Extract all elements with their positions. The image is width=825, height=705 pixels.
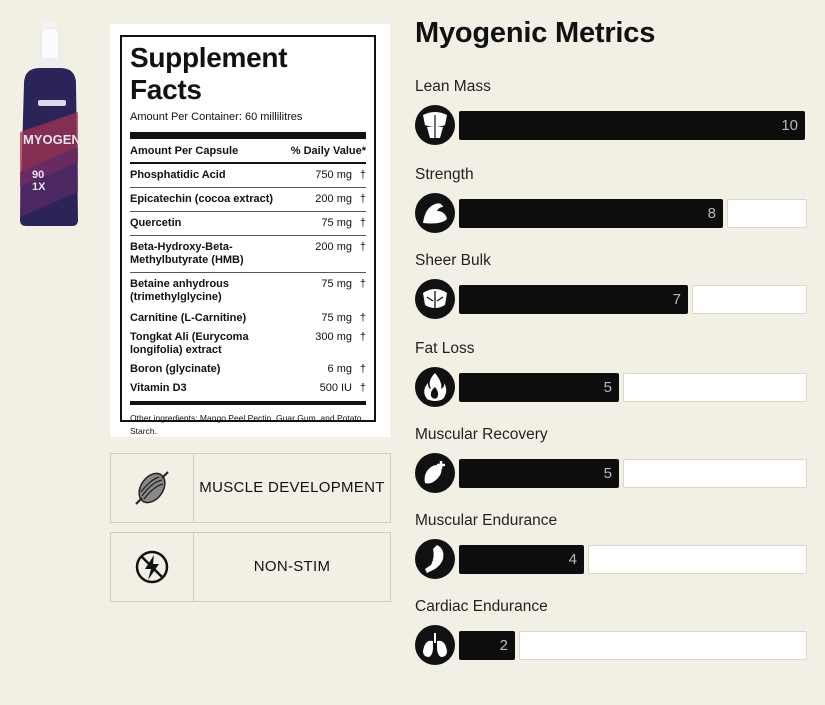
svg-text:1X: 1X (32, 181, 46, 193)
ingredient-dv: † (359, 217, 366, 229)
metric-bar-fill: 5 (459, 373, 619, 402)
ingredient-dv: † (359, 363, 366, 375)
metric-bar-empty (588, 545, 807, 574)
metric-label: Fat Loss (415, 340, 475, 357)
metric-bar-fill: 7 (459, 285, 688, 314)
lungs-icon (415, 625, 455, 665)
ingredient-amount: 300 mg (315, 331, 352, 343)
facts-row: Vitamin D3 500 IU † (130, 379, 366, 398)
metric-bar-empty (519, 631, 807, 660)
metric-bar-fill: 2 (459, 631, 515, 660)
metric-bar-empty (727, 199, 807, 228)
facts-col-right: % Daily Value* (290, 145, 366, 157)
no-stimulant-icon (135, 550, 169, 584)
facts-divider (130, 132, 366, 139)
facts-other-ingredients: Other ingredients: Mango Peel Pectin, Gu… (130, 413, 362, 436)
metric-label: Sheer Bulk (415, 252, 491, 269)
svg-text:90: 90 (32, 169, 44, 181)
supplement-facts-panel: Supplement Facts Amount Per Container: 6… (120, 35, 376, 436)
facts-row: Betaine anhydrous (trimethylglycine) 75 m… (130, 273, 366, 309)
metric-label: Strength (415, 166, 474, 183)
facts-row: Quercetin 75 mg † (130, 212, 366, 236)
metric-label: Lean Mass (415, 78, 491, 95)
ingredient-amount: 200 mg (315, 193, 352, 205)
ingredient-name: Epicatechin (cocoa extract) (130, 193, 274, 205)
ingredient-name: Vitamin D3 (130, 382, 187, 394)
supplement-facts-card: Supplement Facts Amount Per Container: 6… (110, 24, 390, 437)
facts-row: Epicatechin (cocoa extract) 200 mg † (130, 188, 366, 212)
ingredient-dv: † (359, 382, 366, 394)
metric-label: Cardiac Endurance (415, 598, 548, 615)
facts-header: Amount Per Capsule % Daily Value* (130, 139, 366, 164)
flame-icon (415, 367, 455, 407)
facts-row: Carnitine (L-Carnitine) 75 mg † (130, 309, 366, 328)
ingredient-name: Beta-Hydroxy-Beta-Methylbutyrate (HMB) (130, 241, 244, 266)
metric-bar-empty (692, 285, 807, 314)
svg-text:MYOGEN: MYOGEN (23, 132, 81, 147)
ingredient-name: Carnitine (L-Carnitine) (130, 312, 247, 324)
ingredient-name: Betaine anhydrous (trimethylglycine) (130, 278, 230, 303)
metric-label: Muscular Endurance (415, 512, 558, 529)
ingredient-dv: † (359, 331, 366, 343)
leg-muscle-icon (415, 539, 455, 579)
ingredient-amount: 500 IU (319, 382, 352, 394)
feature-non-stim: NON-STIM (110, 532, 391, 602)
metric-bar-fill: 8 (459, 199, 723, 228)
ingredient-dv: † (359, 193, 366, 205)
muscle-fiber-icon (135, 471, 169, 505)
facts-row: Tongkat Ali (Eurycoma longifolia) extrac… (130, 328, 366, 360)
ingredient-name: Quercetin (130, 217, 182, 229)
recovery-muscle-icon (415, 453, 455, 493)
facts-title: Supplement Facts (130, 42, 288, 105)
facts-amount-per-container: Amount Per Container: 60 millilitres (130, 111, 303, 123)
ingredient-dv: † (359, 312, 366, 324)
ingredient-dv: † (359, 241, 366, 253)
metrics-title: Myogenic Metrics (415, 17, 656, 49)
metric-label: Muscular Recovery (415, 426, 548, 443)
ingredient-amount: 200 mg (315, 241, 352, 253)
back-muscles-icon (415, 279, 455, 319)
ingredient-amount: 75 mg (321, 312, 352, 324)
ingredient-amount: 6 mg (327, 363, 352, 375)
feature-label: NON-STIM (253, 558, 331, 575)
torso-icon (415, 105, 455, 145)
feature-muscle-development: MUSCLE DEVELOPMENT (110, 453, 391, 523)
facts-divider (130, 401, 366, 405)
ingredient-dv: † (359, 169, 366, 181)
facts-row: Beta-Hydroxy-Beta-Methylbutyrate (HMB) 20… (130, 236, 366, 273)
feature-label: MUSCLE DEVELOPMENT (199, 479, 385, 496)
facts-row: Phosphatidic Acid 750 mg † (130, 164, 366, 188)
ingredient-amount: 75 mg (321, 278, 352, 290)
metric-bar-empty (623, 459, 807, 488)
metric-bar-fill: 4 (459, 545, 584, 574)
ingredient-dv: † (359, 278, 366, 290)
ingredient-name: Phosphatidic Acid (130, 169, 226, 181)
metric-bar-fill: 10 (459, 111, 805, 140)
ingredient-amount: 750 mg (315, 169, 352, 181)
product-bottle-image: MYOGEN 90 1X (20, 22, 81, 226)
flexed-arm-icon (415, 193, 455, 233)
ingredient-name: Tongkat Ali (Eurycoma longifolia) extrac… (130, 331, 249, 356)
facts-row: Boron (glycinate) 6 mg † (130, 360, 366, 379)
metric-bar-empty (623, 373, 807, 402)
metric-bar-fill: 5 (459, 459, 619, 488)
ingredient-name: Boron (glycinate) (130, 363, 221, 375)
ingredient-amount: 75 mg (321, 217, 352, 229)
facts-col-left: Amount Per Capsule (130, 145, 239, 157)
